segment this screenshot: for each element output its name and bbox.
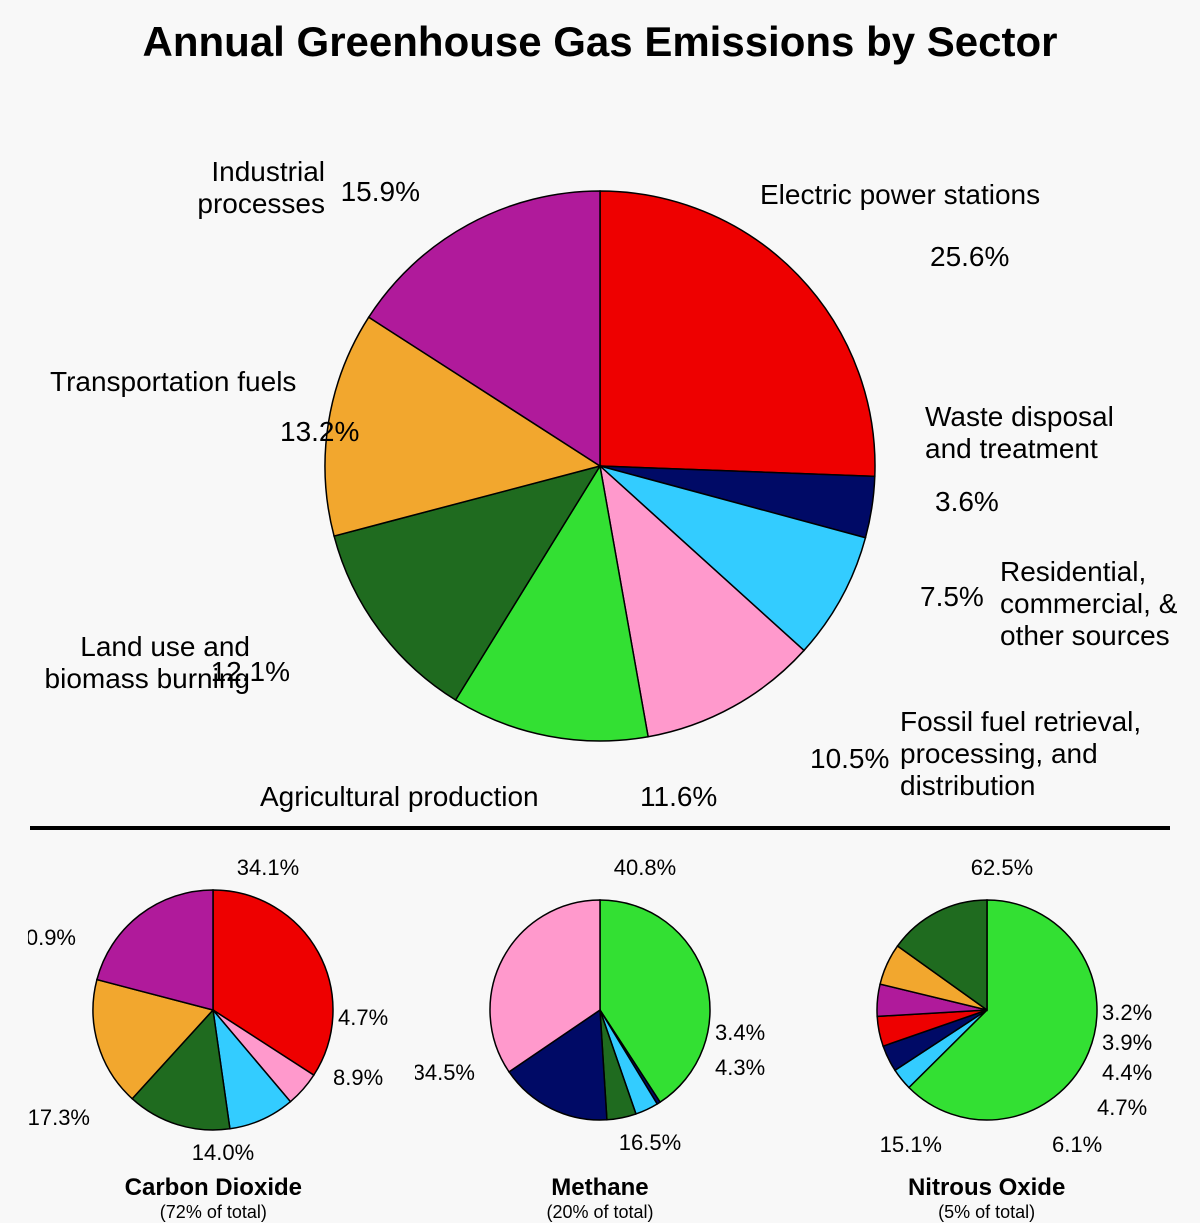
chart-label: 4.7% <box>1097 1095 1147 1120</box>
chart-label: other sources <box>1000 620 1170 651</box>
chart-label: biomass burning <box>45 663 250 694</box>
chart-label: 7.5% <box>920 581 984 612</box>
caption-name: Methane <box>551 1174 648 1201</box>
chart-label: 3.6% <box>935 486 999 517</box>
chart-label: 3.2% <box>1102 1000 1152 1025</box>
caption-sub: (72% of total) <box>160 1202 267 1222</box>
pie-slice <box>600 191 875 476</box>
small-pie-n2o: 62.5% 3.2% 3.9% 4.4% 4.7% 6.1% 15.1% Nitrous O… <box>802 840 1172 1223</box>
chart-label: Land use and <box>80 631 250 662</box>
chart-label: 4.4% <box>1102 1060 1152 1085</box>
main-pie-chart: 25.6% Electric power stations 3.6% Waste di… <box>0 66 1200 826</box>
chart-label: and treatment <box>925 433 1098 464</box>
chart-label: Residential, <box>1000 556 1146 587</box>
chart-label: Fossil fuel retrieval, <box>900 706 1141 737</box>
chart-label: 62.5% <box>970 855 1032 880</box>
caption-name: Carbon Dioxide <box>125 1174 302 1201</box>
caption-name: Nitrous Oxide <box>908 1174 1065 1201</box>
chart-label: 4.7% <box>338 1005 388 1030</box>
chart-label: commercial, & <box>1000 588 1178 619</box>
chart-label: 15.9% <box>341 176 420 207</box>
chart-label: 20.9% <box>28 925 76 950</box>
small-pie-methane: 40.8% 3.4% 4.3% 16.5% 34.5% Methane (20% of … <box>415 840 785 1223</box>
chart-label: 15.1% <box>879 1132 941 1157</box>
chart-label: 10.5% <box>810 743 889 774</box>
chart-label: 11.6% <box>640 781 717 812</box>
chart-label: processing, and <box>900 738 1098 769</box>
chart-label: Agricultural production <box>260 781 539 812</box>
chart-label: 40.8% <box>614 855 676 880</box>
caption-sub: (20% of total) <box>546 1202 653 1222</box>
chart-label: 3.4% <box>715 1020 765 1045</box>
chart-label: Industrial <box>211 156 325 187</box>
chart-label: 6.1% <box>1052 1132 1102 1157</box>
chart-label: 16.5% <box>619 1130 681 1155</box>
chart-label: Electric power stations <box>760 179 1040 210</box>
small-pie-co2: 34.1% 4.7% 8.9% 14.0% 17.3% 20.9% Carbon Diox… <box>28 840 398 1223</box>
chart-label: 4.3% <box>715 1055 765 1080</box>
chart-label: 34.5% <box>415 1060 475 1085</box>
chart-label: Waste disposal <box>925 401 1114 432</box>
chart-label: 13.2% <box>280 416 359 447</box>
small-pies-row: 34.1% 4.7% 8.9% 14.0% 17.3% 20.9% Carbon Diox… <box>0 830 1200 1223</box>
page-title: Annual Greenhouse Gas Emissions by Secto… <box>0 0 1200 66</box>
chart-label: 14.0% <box>192 1140 254 1165</box>
chart-label: Transportation fuels <box>50 366 296 397</box>
chart-label: distribution <box>900 770 1035 801</box>
chart-label: 8.9% <box>333 1065 383 1090</box>
chart-label: 3.9% <box>1102 1030 1152 1055</box>
chart-label: processes <box>197 188 325 219</box>
chart-label: 17.3% <box>28 1105 90 1130</box>
chart-label: 25.6% <box>930 241 1009 272</box>
chart-label: 34.1% <box>237 855 299 880</box>
caption-sub: (5% of total) <box>938 1202 1035 1222</box>
